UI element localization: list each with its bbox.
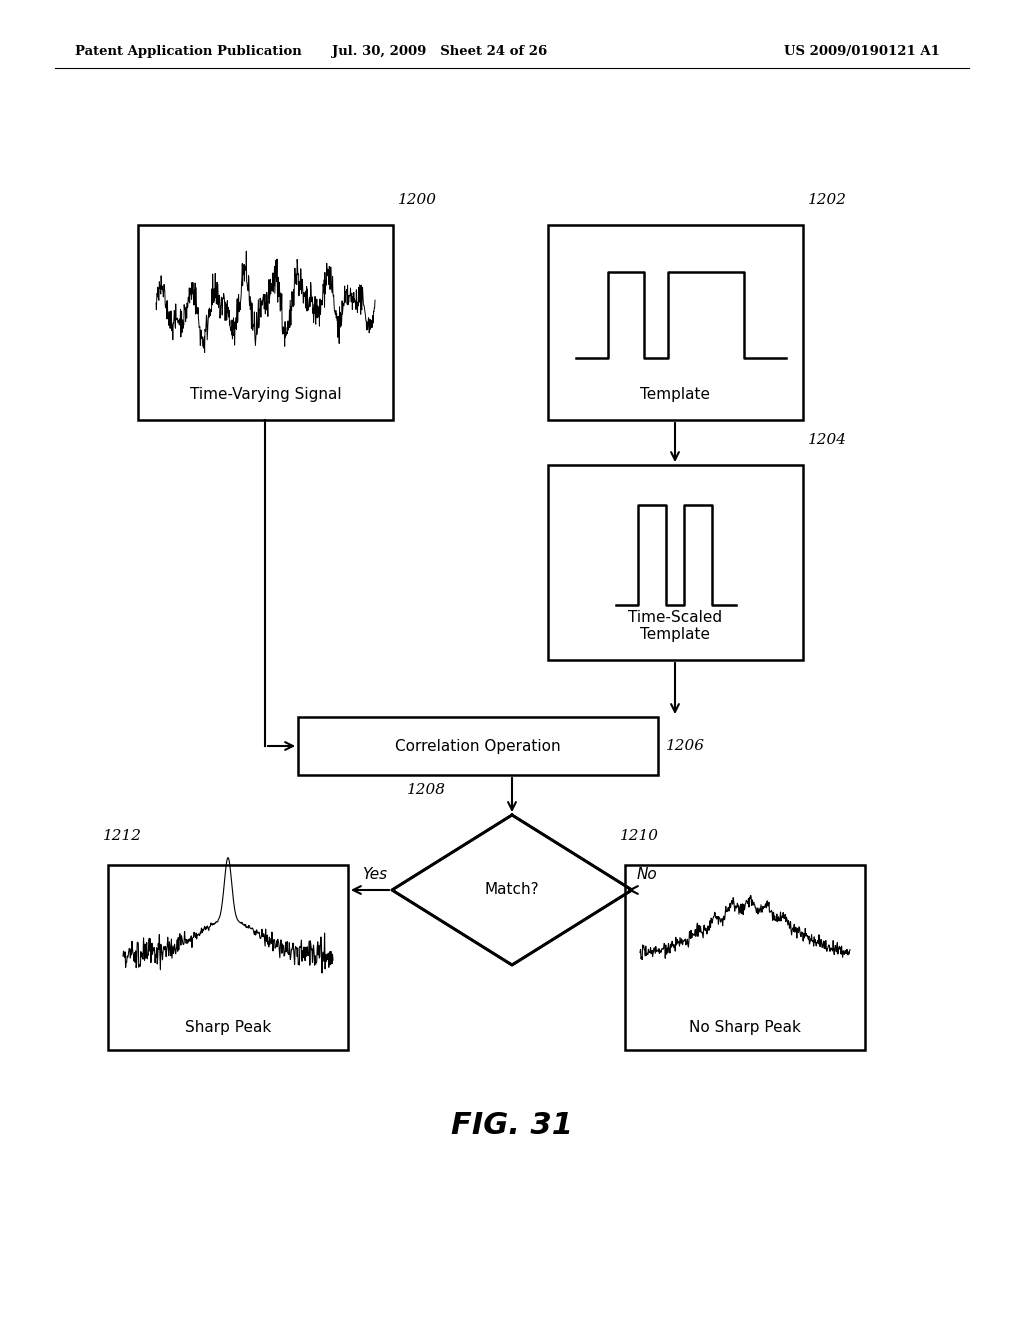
Bar <box>298 717 658 775</box>
Text: Jul. 30, 2009   Sheet 24 of 26: Jul. 30, 2009 Sheet 24 of 26 <box>333 45 548 58</box>
Text: 1208: 1208 <box>407 783 446 797</box>
Text: Time-Varying Signal: Time-Varying Signal <box>189 387 341 403</box>
Bar <box>548 224 803 420</box>
Text: 1200: 1200 <box>398 193 437 207</box>
Text: 1206: 1206 <box>666 739 705 752</box>
Text: Time-Scaled
Template: Time-Scaled Template <box>629 610 723 642</box>
Bar <box>108 865 348 1049</box>
Text: No Sharp Peak: No Sharp Peak <box>689 1020 801 1035</box>
Text: Patent Application Publication: Patent Application Publication <box>75 45 302 58</box>
Text: 1212: 1212 <box>103 829 142 843</box>
Text: 1202: 1202 <box>808 193 847 207</box>
Bar <box>548 465 803 660</box>
Text: Template: Template <box>640 387 711 403</box>
Bar <box>625 865 865 1049</box>
Text: 1204: 1204 <box>808 433 847 447</box>
Text: Correlation Operation: Correlation Operation <box>395 738 561 754</box>
Text: US 2009/0190121 A1: US 2009/0190121 A1 <box>784 45 940 58</box>
Text: Yes: Yes <box>361 867 387 882</box>
Text: Match?: Match? <box>484 883 540 898</box>
Text: 1210: 1210 <box>620 829 659 843</box>
Bar <box>138 224 393 420</box>
Text: FIG. 31: FIG. 31 <box>451 1110 573 1139</box>
Polygon shape <box>392 814 632 965</box>
Text: Sharp Peak: Sharp Peak <box>185 1020 271 1035</box>
Text: No: No <box>637 867 657 882</box>
